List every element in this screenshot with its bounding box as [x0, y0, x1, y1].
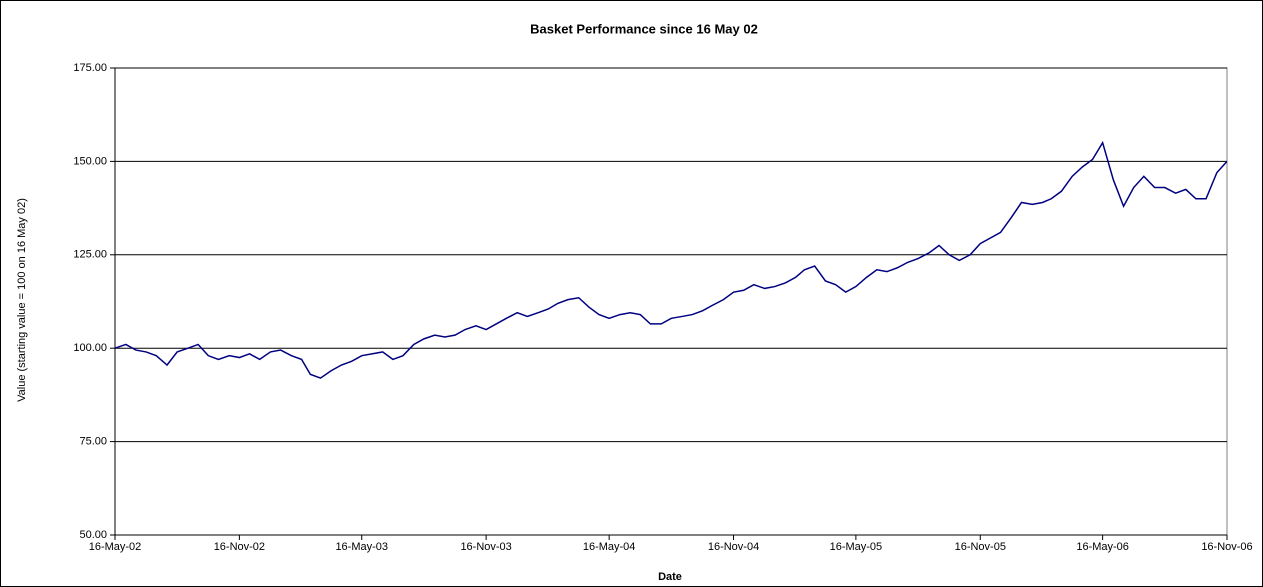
y-tick-label: 150.00 — [73, 155, 107, 167]
x-tick-label: 16-Nov-03 — [460, 541, 511, 553]
data-line — [114, 140, 1228, 379]
x-tick-label: 16-May-02 — [89, 541, 142, 553]
x-tick-label: 16-Nov-05 — [955, 541, 1006, 553]
x-tick-label: 16-May-04 — [583, 541, 636, 553]
plot-area — [114, 67, 1228, 536]
x-tick-label: 16-Nov-04 — [708, 541, 759, 553]
x-axis-label: Date — [658, 571, 682, 583]
chart-title: Basket Performance since 16 May 02 — [530, 21, 758, 36]
x-tick-label: 16-Nov-06 — [1201, 541, 1252, 553]
y-tick-label: 100.00 — [73, 342, 107, 354]
y-tick-label: 125.00 — [73, 249, 107, 261]
y-tick-label: 50.00 — [79, 529, 107, 541]
y-tick-label: 175.00 — [73, 62, 107, 74]
x-tick-label: 16-May-03 — [335, 541, 388, 553]
x-tick-label: 16-May-06 — [1076, 541, 1129, 553]
x-tick-label: 16-Nov-02 — [214, 541, 265, 553]
x-tick-label: 16-May-05 — [830, 541, 883, 553]
y-tick-label: 75.00 — [79, 436, 107, 448]
y-axis-label: Value (starting value = 100 on 16 May 02… — [16, 198, 28, 402]
